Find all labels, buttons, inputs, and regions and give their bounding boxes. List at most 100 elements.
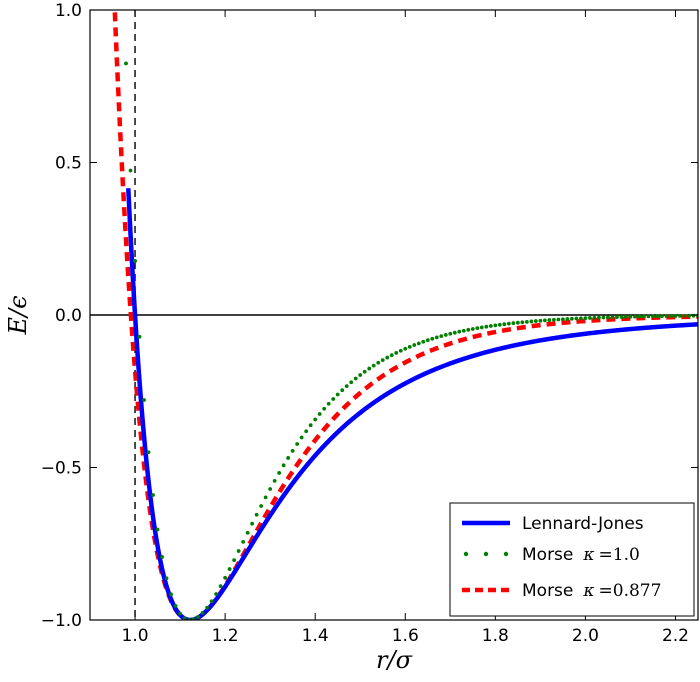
morse-1-point [380,358,385,363]
morse-1-point [344,384,349,388]
morse-1-point [583,316,588,321]
morse-1-point [398,348,403,353]
morse-1-point [236,549,241,553]
y-tick-label: 0.0 [55,306,82,326]
morse-1-point [200,611,205,615]
morse-1-point [421,339,426,344]
morse-1-point [389,353,394,358]
morse-1-point [682,313,687,318]
morse-1-point [353,376,358,381]
x-tick-label: 2.0 [572,626,599,646]
legend-label-morse-0877: Morse κ =0.877 [522,581,661,601]
legend-morse-1-value: =1.0 [599,545,640,565]
morse-1-point [358,373,363,377]
morse-1-point [335,392,340,397]
morse-1-point [277,471,282,475]
morse-1-point [515,320,520,325]
morse-1-point [619,315,624,319]
morse-1-point [597,315,601,320]
morse-1-point [227,567,232,571]
morse-1-point [524,319,529,324]
legend-entry-lennard-jones: Lennard-Jones [462,514,644,534]
morse-1-point [570,316,574,321]
morse-1-point [470,327,475,331]
morse-1-point [137,334,142,339]
morse-1-point [452,330,457,335]
morse-1-point [615,315,619,319]
y-tick-label: 1.0 [55,1,82,21]
morse-1-point [173,604,178,608]
morse-1-point [506,321,511,326]
x-tick-label: 1.0 [122,626,149,646]
morse-1-point [606,315,610,320]
morse-1-point [511,321,516,326]
series-morse-1 [124,61,698,620]
morse-1-point [664,314,669,318]
legend-dot [503,551,509,557]
morse-1-point [610,315,615,320]
morse-1-point [304,429,309,434]
morse-1-point [556,317,561,322]
legend-morse-0877-prefix: Morse [522,581,573,601]
legend-entry-morse-0877: Morse κ =0.877 [462,581,661,601]
morse-1-point [538,318,543,323]
morse-1-point [691,313,696,318]
morse-1-point [520,320,525,325]
morse-1-point [178,611,182,616]
morse-1-point [551,317,556,322]
series-layer [112,10,698,620]
legend-dot [483,551,489,557]
series-lennard-jones [126,188,698,620]
morse-1-point [299,435,304,440]
morse-1-point [407,344,412,349]
y-tick-label: 0.5 [55,154,82,174]
morse-1-point [651,314,655,319]
morse-1-point [250,521,255,526]
morse-1-point [326,401,331,406]
morse-1-point [124,61,128,66]
morse-1-point [466,327,471,332]
x-tick-label: 1.8 [482,626,509,646]
morse-1-point [646,314,651,319]
morse-1-point [655,314,660,319]
morse-1-point [128,168,133,173]
morse-1-point [484,324,489,329]
morse-1-point [209,599,214,604]
morse-1-point [295,442,300,446]
morse-1-point [376,360,381,365]
legend-morse-1-symbol: κ [582,545,594,565]
morse-1-point [628,314,633,319]
morse-1-point [340,388,345,393]
morse-1-point [488,324,493,328]
morse-1-point [461,328,466,333]
morse-1-point [223,575,228,580]
morse-1-point [308,423,313,428]
morse-1-point [241,540,246,544]
morse-1-point [349,380,354,385]
morse-1-point [385,355,390,360]
morse-1-point [502,322,507,327]
morse-1-point [533,319,538,323]
morse-1-point [660,314,664,319]
legend: Lennard-Jones Morse κ =1.0 Morse κ =0.87… [449,502,695,617]
morse-1-point [673,314,678,318]
morse-1-point [263,495,268,500]
morse-1-point [529,319,534,324]
morse-1-point [290,448,295,453]
x-tick-label: 1.2 [212,626,239,646]
morse-1-point [493,323,498,328]
morse-1-point [245,530,250,535]
morse-1-point [281,463,286,468]
legend-morse-0877-symbol: κ [582,581,594,601]
morse-1-point [479,325,484,330]
morse-1-point [133,259,137,263]
morse-1-point [182,616,187,620]
morse-1-point [286,456,291,460]
morse-1-point [160,555,164,559]
morse-1-point [601,315,606,320]
morse-1-point [268,487,273,491]
morse-1-point [205,605,210,610]
morse-1-point [214,592,219,596]
morse-1-point [371,363,376,368]
